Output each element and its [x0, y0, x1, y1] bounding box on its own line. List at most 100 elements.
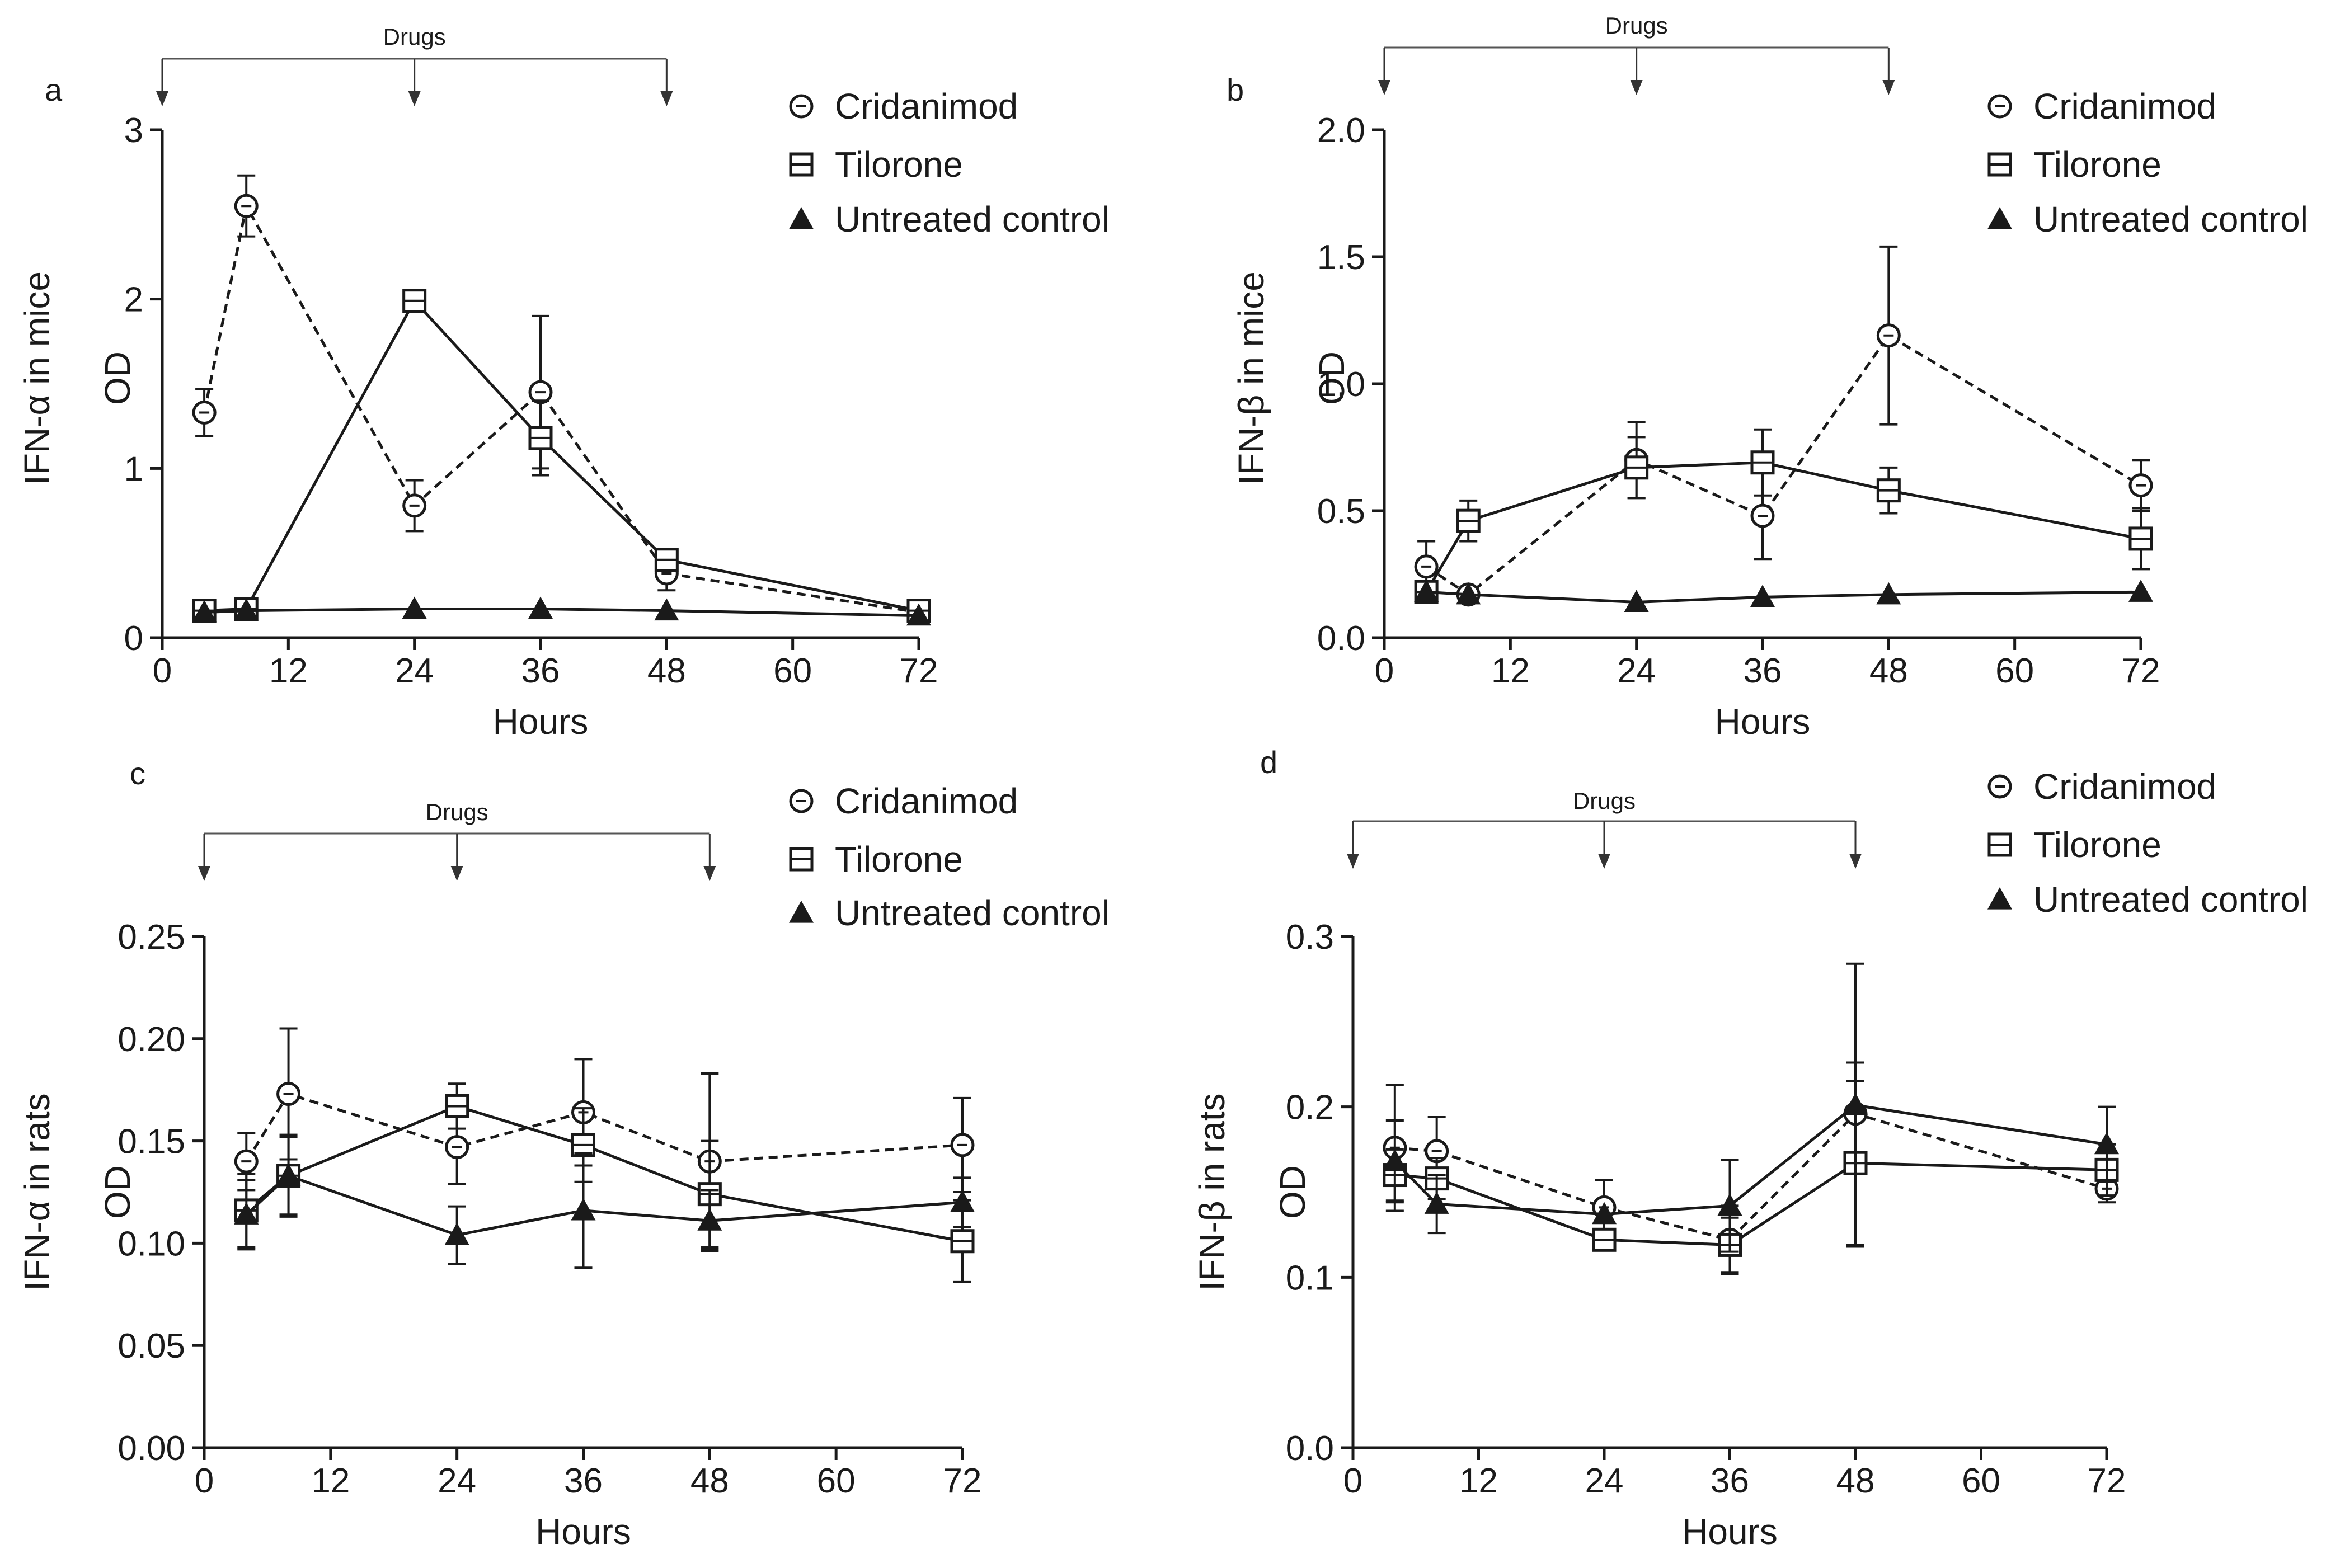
data-point — [1382, 1149, 1407, 1171]
y-tick-label: 1.0 — [1317, 365, 1365, 404]
drugs-label: Drugs — [426, 799, 488, 825]
y-tick-label: 0.00 — [118, 1429, 185, 1468]
data-point — [1843, 1093, 1868, 1115]
legend-marker — [789, 901, 814, 923]
series-line — [203, 202, 919, 614]
y-axis-unit-label: OD — [1312, 351, 1352, 405]
panel-label: c — [130, 756, 145, 791]
legend-label: Untreated control — [2033, 879, 2308, 920]
x-tick-label: 60 — [817, 1462, 856, 1500]
x-tick-label: 72 — [900, 652, 938, 690]
x-tick-label: 12 — [1491, 652, 1530, 690]
legend-item-cridanimod: Cridanimod — [1987, 86, 2216, 126]
data-point — [444, 1222, 469, 1245]
y-tick-label: 2.0 — [1317, 111, 1365, 150]
legend-label: Cridanimod — [2033, 766, 2216, 807]
y-tick-label: 1 — [124, 450, 143, 488]
x-tick-label: 12 — [269, 652, 308, 690]
legend-label: Tilorone — [835, 144, 963, 185]
legend-label: Cridanimod — [835, 86, 1018, 126]
x-axis-label: Hours — [535, 1512, 631, 1552]
x-tick-label: 48 — [1869, 652, 1908, 690]
x-tick-label: 0 — [195, 1462, 214, 1500]
data-point — [192, 600, 217, 623]
x-tick-label: 72 — [2088, 1462, 2126, 1500]
legend-label: Tilorone — [2033, 825, 2162, 865]
data-point — [1876, 582, 1901, 605]
legend-item-untreated: Untreated control — [789, 893, 1110, 933]
y-tick-label: 0.25 — [118, 918, 185, 957]
legend-item-untreated: Untreated control — [1987, 199, 2308, 239]
drugs-label: Drugs — [1573, 788, 1636, 814]
legend-label: Untreated control — [835, 199, 1110, 239]
series-triangle — [1414, 580, 2153, 613]
data-point — [528, 596, 553, 619]
legend-marker — [1987, 887, 2012, 910]
x-tick-label: 60 — [1962, 1462, 2000, 1500]
y-tick-label: 0.1 — [1286, 1259, 1334, 1297]
panel-label: b — [1227, 72, 1244, 107]
y-tick-label: 3 — [124, 111, 143, 150]
data-point — [950, 1190, 975, 1212]
y-tick-label: 0.0 — [1286, 1429, 1334, 1468]
x-tick-label: 12 — [1459, 1462, 1498, 1500]
legend-item-cridanimod: Cridanimod — [789, 781, 1018, 821]
x-tick-label: 72 — [943, 1462, 982, 1500]
series-square — [1383, 1080, 2119, 1274]
y-axis-label: IFN-β in mice — [1231, 271, 1271, 485]
x-tick-label: 48 — [1836, 1462, 1875, 1500]
legend-label: Cridanimod — [835, 781, 1018, 821]
x-tick-label: 36 — [521, 652, 560, 690]
x-tick-label: 24 — [1585, 1462, 1624, 1500]
legend-label: Untreated control — [2033, 199, 2308, 239]
y-axis-label: IFN-β in rats — [1192, 1093, 1232, 1291]
y-tick-label: 0.5 — [1317, 492, 1365, 531]
x-tick-label: 0 — [153, 652, 172, 690]
legend-label: Tilorone — [835, 839, 963, 879]
data-point — [1424, 1192, 1449, 1214]
y-tick-label: 0.2 — [1286, 1089, 1334, 1127]
legend-item-tilorone: Tilorone — [1987, 144, 2162, 185]
x-tick-label: 48 — [690, 1462, 729, 1500]
legend-label: Tilorone — [2033, 144, 2162, 185]
drug-arrow-head — [1378, 80, 1390, 95]
drug-arrow-head — [198, 866, 210, 881]
data-point — [2094, 1132, 2119, 1155]
y-tick-label: 0.10 — [118, 1225, 185, 1263]
series-line — [204, 608, 919, 618]
data-point — [2128, 580, 2153, 602]
data-point — [571, 1198, 596, 1221]
y-axis-label: IFN-α in mice — [17, 271, 57, 485]
x-tick-label: 36 — [564, 1462, 603, 1500]
drugs-label: Drugs — [1605, 12, 1668, 39]
legend-item-cridanimod: Cridanimod — [789, 86, 1018, 126]
x-tick-label: 36 — [1744, 652, 1782, 690]
y-axis-unit-label: OD — [97, 1165, 138, 1219]
series-square — [1414, 428, 2153, 604]
series-triangle — [234, 1133, 975, 1269]
legend-item-untreated: Untreated control — [789, 199, 1110, 239]
drug-arrow-head — [1598, 854, 1610, 869]
panel-c: c Drugs 0 12 24 36 48 60 72 0.00 0.05 0.10 0.15 0.20 0… — [17, 756, 1110, 1552]
data-point — [276, 1163, 301, 1186]
drug-arrow-head — [156, 91, 168, 106]
y-tick-label: 1.5 — [1317, 238, 1365, 277]
y-axis-unit-label: OD — [1272, 1165, 1313, 1219]
y-tick-label: 0 — [124, 619, 143, 658]
drug-arrow-head — [660, 91, 673, 106]
drugs-label: Drugs — [383, 23, 446, 50]
x-axis-label: Hours — [493, 701, 589, 742]
y-tick-label: 0.20 — [118, 1020, 185, 1059]
legend-item-untreated: Untreated control — [1987, 879, 2308, 920]
y-axis-label: IFN-α in rats — [17, 1093, 57, 1291]
legend-label: Untreated control — [835, 893, 1110, 933]
x-tick-label: 24 — [395, 652, 434, 690]
drug-arrow-head — [1630, 80, 1643, 95]
legend-marker — [1987, 207, 2012, 229]
y-tick-label: 0.05 — [118, 1327, 185, 1365]
data-point — [234, 598, 259, 621]
series-line — [1426, 590, 2141, 604]
y-tick-label: 0.0 — [1317, 619, 1365, 658]
